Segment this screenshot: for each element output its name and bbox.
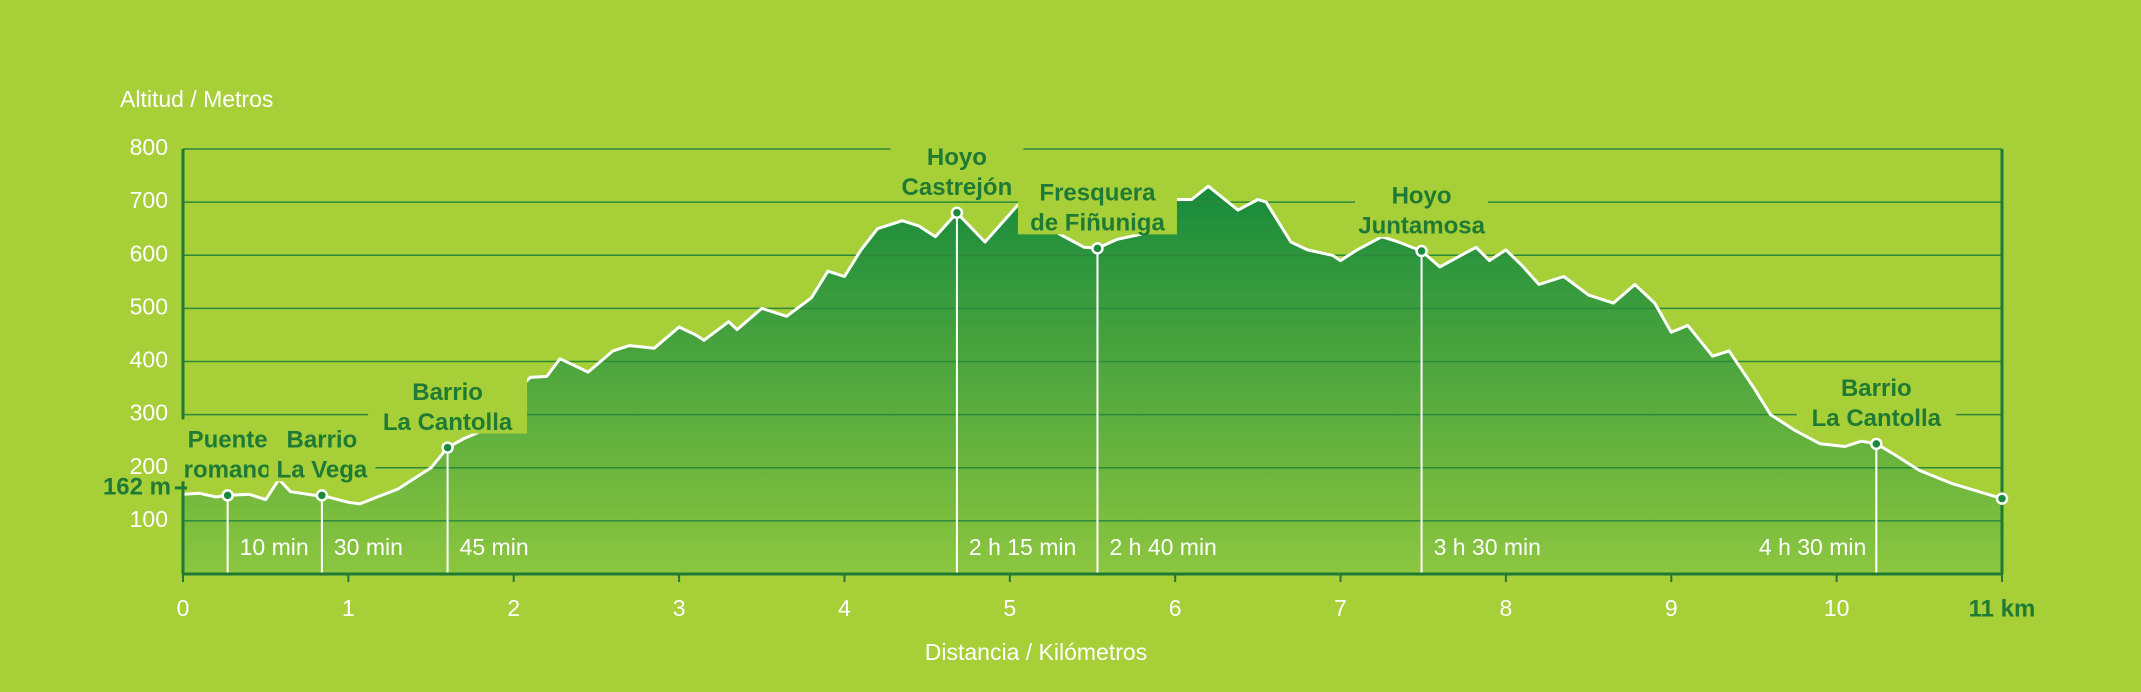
start-marker-label: 162 m <box>103 473 171 500</box>
waypoint-time: 3 h 30 min <box>1434 534 1541 560</box>
waypoint-label: romano <box>184 457 272 484</box>
waypoint-label: Puente <box>188 427 268 454</box>
waypoint-label-bg <box>1796 367 1956 430</box>
waypoint-time: 45 min <box>460 534 529 560</box>
waypoint-label-bg <box>1017 172 1177 235</box>
y-tick-label: 700 <box>130 187 168 213</box>
elevation-line <box>182 184 2003 506</box>
waypoint-time: 2 h 15 min <box>969 534 1076 560</box>
waypoint-label: Barrio <box>287 427 358 454</box>
waypoint-label: Barrio <box>412 379 483 406</box>
waypoint-label: La Cantolla <box>1812 405 1942 432</box>
x-tick-label: 1 <box>342 595 355 621</box>
waypoint-time: 4 h 30 min <box>1759 534 1866 560</box>
waypoint-label: Castrejón <box>902 174 1013 201</box>
x-tick-label: 11 km <box>1969 595 2036 622</box>
y-axis-label: Altitud / Metros <box>120 86 273 112</box>
end-marker <box>1995 492 2009 505</box>
x-tick-label: 10 <box>1824 595 1850 621</box>
x-tick-label: 9 <box>1665 595 1678 621</box>
x-axis-label: Distancia / Kilómetros <box>925 639 1147 665</box>
waypoint-label-bg <box>180 419 275 482</box>
waypoint-marker <box>221 489 234 502</box>
waypoint-marker <box>1415 244 1428 258</box>
waypoint-marker <box>315 489 329 502</box>
x-tick-label: 6 <box>1169 595 1182 621</box>
y-tick-label: 100 <box>130 506 168 532</box>
waypoint-label: La Cantolla <box>383 409 513 436</box>
waypoint-label: Juntamosa <box>1358 212 1485 239</box>
x-tick-label: 2 <box>507 595 520 621</box>
y-tick-label: 300 <box>130 400 168 426</box>
waypoint-label: Fresquera <box>1039 180 1156 207</box>
waypoint-label-bg <box>890 136 1024 199</box>
waypoint-time: 10 min <box>240 534 309 560</box>
y-tick-label: 500 <box>130 293 168 319</box>
x-tick-label: 0 <box>177 595 190 621</box>
waypoint-label: Barrio <box>1841 375 1912 402</box>
x-tick-label: 8 <box>1500 595 1513 621</box>
x-tick-label: 5 <box>1003 595 1016 621</box>
x-tick-label: 3 <box>673 595 686 621</box>
y-tick-label: 200 <box>130 453 168 479</box>
y-tick-label: 600 <box>130 240 168 266</box>
y-tick-label: 400 <box>130 347 168 373</box>
waypoint-marker <box>441 441 454 454</box>
waypoint-time: 2 h 40 min <box>1109 534 1216 560</box>
y-tick-label: 800 <box>130 134 168 160</box>
waypoint-time: 30 min <box>334 534 403 560</box>
waypoint-marker <box>1870 437 1883 451</box>
waypoint-label-bg <box>368 371 528 434</box>
waypoint-marker <box>1091 242 1104 255</box>
waypoint-label: de Fiñuniga <box>1030 210 1165 237</box>
waypoint-marker <box>950 206 964 219</box>
x-tick-label: 7 <box>1334 595 1347 621</box>
x-tick-label: 4 <box>838 595 851 621</box>
waypoint-label-bg <box>1355 175 1489 237</box>
waypoint-label-bg <box>268 419 376 482</box>
waypoint-label: La Vega <box>277 457 368 484</box>
waypoint-label: Hoyo <box>927 144 987 171</box>
waypoint-label: Hoyo <box>1392 182 1452 209</box>
